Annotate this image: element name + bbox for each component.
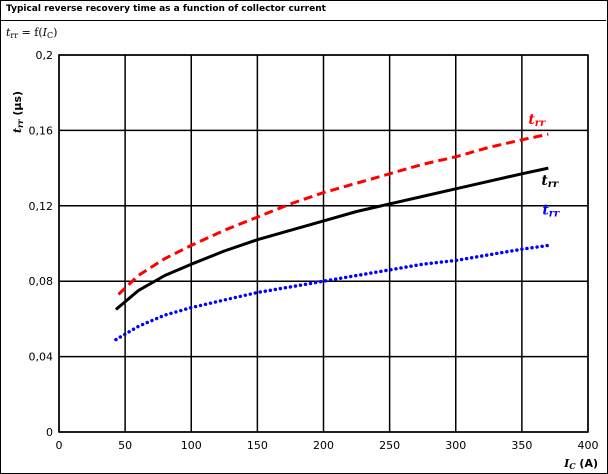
y-tick-label: 0,12 bbox=[29, 200, 54, 213]
y-tick-label: 0,04 bbox=[29, 351, 54, 364]
series-label-main: t bbox=[541, 173, 548, 189]
x-tick-label: 150 bbox=[247, 439, 268, 452]
x-tick-labels: 0 50 100 150 200 250 300 350 400 bbox=[56, 439, 599, 452]
series-label: trr bbox=[528, 112, 546, 129]
function-label-mid: = f( bbox=[18, 26, 43, 39]
x-tick-label: 250 bbox=[379, 439, 400, 452]
title-divider bbox=[0, 20, 606, 21]
function-label-end: ) bbox=[53, 26, 58, 39]
x-axis-title-main: I bbox=[563, 457, 570, 470]
x-axis-title: IC (A) bbox=[563, 457, 598, 471]
plot-border bbox=[58, 54, 589, 433]
function-label-base: t bbox=[6, 26, 11, 39]
x-tick-label: 350 bbox=[511, 439, 532, 452]
x-tick-label: 300 bbox=[445, 439, 466, 452]
series-label-sub: rr bbox=[548, 179, 559, 190]
function-label-sub: rr bbox=[10, 31, 19, 40]
x-tick-label: 100 bbox=[181, 439, 202, 452]
series-line bbox=[114, 243, 550, 342]
y-tick-labels: 0 0,04 0,08 0,12 0,16 0,2 bbox=[29, 49, 54, 439]
chart-title: Typical reverse recovery time as a funct… bbox=[6, 4, 326, 14]
x-tick-label: 400 bbox=[578, 439, 599, 452]
series-label-sub: rr bbox=[549, 208, 560, 219]
y-axis-title-unit: (µs) bbox=[11, 91, 24, 120]
series-label: trr bbox=[541, 173, 559, 190]
function-label: trr = f(IC) bbox=[6, 26, 57, 40]
series-label-main: t bbox=[542, 202, 549, 218]
x-tick-label: 200 bbox=[313, 439, 334, 452]
y-tick-label: 0,16 bbox=[29, 124, 54, 137]
y-tick-label: 0,2 bbox=[36, 49, 54, 62]
y-axis-title-main: t bbox=[11, 128, 24, 133]
y-axis-title-sub: rr bbox=[15, 119, 25, 128]
series-label-sub: rr bbox=[535, 118, 546, 129]
series-line bbox=[114, 166, 549, 311]
function-label-arg-sub: C bbox=[47, 31, 54, 40]
y-tick-label: 0,08 bbox=[29, 275, 54, 288]
x-tick-label: 0 bbox=[56, 439, 63, 452]
x-axis-title-unit: (A) bbox=[576, 457, 598, 470]
function-label-arg: I bbox=[42, 26, 48, 39]
y-axis-title: trr (µs) bbox=[11, 91, 25, 133]
series-label: trr bbox=[542, 202, 560, 219]
series-label-main: t bbox=[528, 112, 535, 128]
x-axis-title-sub: C bbox=[569, 461, 576, 471]
series-line bbox=[117, 132, 549, 296]
x-tick-label: 50 bbox=[118, 439, 132, 452]
y-tick-label: 0 bbox=[46, 426, 53, 439]
series-layer bbox=[114, 132, 550, 342]
